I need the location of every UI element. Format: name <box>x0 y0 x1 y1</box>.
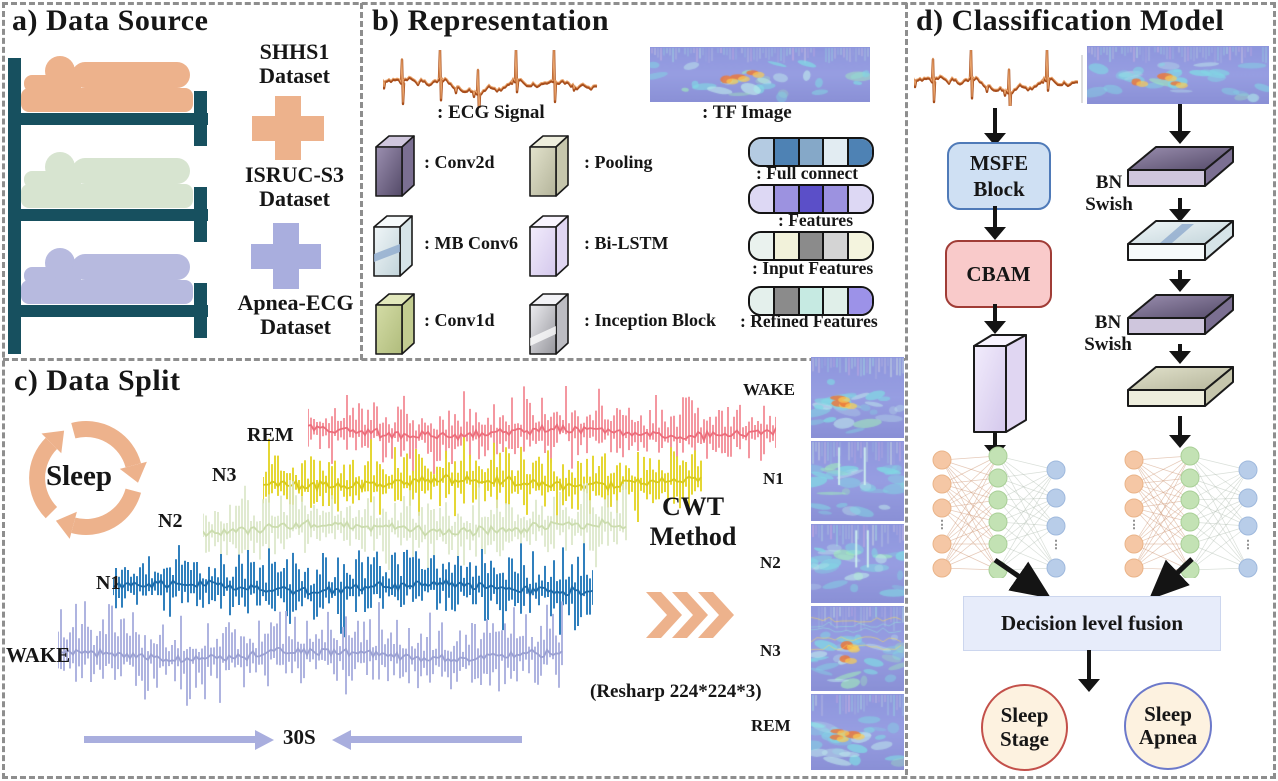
panel-a-title: a) Data Source <box>12 4 209 37</box>
arrow-down-icon <box>1078 650 1100 692</box>
svg-text:⋮: ⋮ <box>1051 539 1062 551</box>
arrow-down-icon <box>1169 104 1191 144</box>
neural-network-diagram: ⋮⋮ <box>932 446 1066 578</box>
arrow-down-icon <box>984 304 1006 334</box>
tf-strip-n1 <box>811 441 904 521</box>
arrow-down-icon <box>1169 270 1191 292</box>
bi-lstm-icon <box>528 214 570 278</box>
mb-conv6-icon <box>1126 216 1236 266</box>
sleep-apnea-output: Sleep Apnea <box>1124 682 1212 770</box>
sleep-stage-output: Sleep Stage <box>981 684 1068 771</box>
strip-label-n2: N2 <box>760 553 781 572</box>
bn-swish-label: BN Swish <box>1085 172 1133 215</box>
svg-text:⋮: ⋮ <box>937 519 948 531</box>
conv1d-label: : Conv1d <box>424 310 495 330</box>
separator-ab-c <box>3 358 905 361</box>
svg-text:⋮: ⋮ <box>1243 539 1254 551</box>
full-connect-label: : Full connect <box>756 163 859 183</box>
full-connect-icon <box>748 137 874 167</box>
refined-features-label: : Refined Features <box>740 311 878 331</box>
strip-label-wake: WAKE <box>743 380 795 399</box>
cwt-method-label: CWT Method <box>649 492 737 551</box>
input-features-icon <box>748 231 874 261</box>
dataset-label-shhs1: SHHS1 Dataset <box>259 39 330 88</box>
panel-d-title: d) Classification Model <box>916 4 1225 37</box>
rem-signal <box>308 386 776 475</box>
n1-signal <box>113 543 593 638</box>
plus-icon <box>252 96 324 160</box>
tf-image <box>1087 46 1269 104</box>
arrow-down-icon <box>984 108 1006 146</box>
n3-signal <box>263 437 702 525</box>
bi-lstm-icon <box>970 332 1030 434</box>
pooling-label: : Pooling <box>584 152 653 172</box>
fusion-arrows <box>993 557 1194 600</box>
n1-signal-label: N1 <box>96 572 121 594</box>
mb-conv6-icon <box>372 214 414 278</box>
separator-a-b <box>360 3 363 360</box>
strip-label-n3: N3 <box>760 641 781 660</box>
decision-level-fusion: Decision level fusion <box>963 596 1221 651</box>
cbam-block: CBAM <box>945 240 1052 308</box>
msfe-block: MSFE Block <box>947 142 1051 210</box>
pooling-icon <box>528 134 570 198</box>
strip-label-rem: REM <box>751 716 791 735</box>
strip-label-n1: N1 <box>763 469 784 488</box>
bunk-bed-icon <box>8 56 213 356</box>
ecg-signal-waveform <box>383 50 598 108</box>
separator-bc-d <box>905 3 908 775</box>
ecg-signal-label: : ECG Signal <box>437 102 545 123</box>
dataset-label-apnea: Apnea-ECG Dataset <box>237 290 354 339</box>
arrow-down-icon <box>1169 198 1191 222</box>
wake-signal <box>58 601 563 706</box>
arrow-down-icon <box>1169 416 1191 448</box>
plus-icon <box>251 223 321 289</box>
tf-strip-wake <box>811 357 904 438</box>
arrow-down-icon <box>1169 344 1191 364</box>
panel-c-title: c) Data Split <box>14 364 181 397</box>
sleep-cycle-label: Sleep <box>46 460 113 492</box>
conv1d-icon <box>374 292 416 356</box>
tf-image-label: : TF Image <box>702 102 792 123</box>
epoch-arrow-left-icon <box>332 729 522 750</box>
dataset-label-isruc: ISRUC-S3 Dataset <box>244 162 345 211</box>
bn-swish-label: BN Swish <box>1084 312 1132 355</box>
chevron-right-icon <box>646 590 738 640</box>
bi-lstm-label: : Bi-LSTM <box>584 233 669 253</box>
tf-image <box>650 47 870 102</box>
tf-strip-n3 <box>811 606 904 691</box>
divider <box>1081 55 1083 103</box>
epoch-arrow-right-icon <box>84 729 274 750</box>
conv2d-label: : Conv2d <box>424 152 495 172</box>
resharp-label: (Resharp 224*224*3) <box>590 681 762 702</box>
mb-conv6-label: : MB Conv6 <box>424 233 518 253</box>
n2-signal-label: N2 <box>158 510 183 532</box>
inception-block-icon <box>528 292 570 356</box>
duration-label: 30S <box>283 725 316 749</box>
svg-text:⋮: ⋮ <box>1129 519 1140 531</box>
features-label: : Features <box>778 210 853 230</box>
rem-signal-label: REM <box>247 424 294 446</box>
sleep-cycle-icon <box>16 404 158 552</box>
input-features-label: : Input Features <box>752 258 874 278</box>
conv2d-icon <box>1126 142 1236 192</box>
arrow-down-icon <box>984 206 1006 240</box>
panel-b-title: b) Representation <box>372 4 610 37</box>
neural-network-diagram: ⋮⋮ <box>1124 446 1258 578</box>
refined-features-icon <box>748 286 874 316</box>
n2-signal <box>203 480 627 575</box>
features-icon <box>748 184 874 214</box>
tf-strip-rem <box>811 694 904 770</box>
conv2d-icon <box>1126 290 1236 340</box>
tf-strip-n2 <box>811 524 904 603</box>
inception-block-label: : Inception Block <box>584 310 717 330</box>
wake-signal-label: WAKE <box>6 643 71 667</box>
pooling-icon <box>1126 362 1236 412</box>
ecg-signal-waveform <box>914 50 1078 106</box>
n3-signal-label: N3 <box>212 464 237 486</box>
conv2d-icon <box>374 134 416 198</box>
